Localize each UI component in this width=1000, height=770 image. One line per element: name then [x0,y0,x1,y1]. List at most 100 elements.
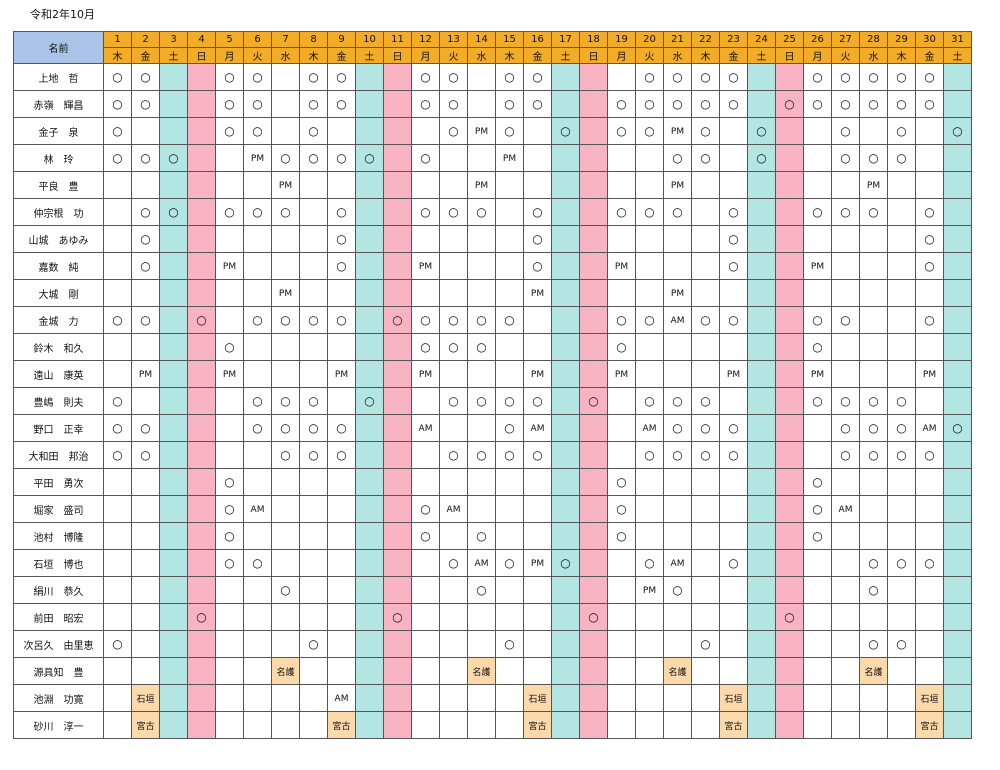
schedule-cell[interactable]: ○ [327,441,356,469]
schedule-cell[interactable] [131,468,160,496]
schedule-cell[interactable]: ○ [131,414,160,442]
schedule-cell[interactable] [243,225,272,253]
schedule-cell[interactable]: ○ [551,117,580,145]
schedule-cell[interactable] [579,684,608,712]
schedule-cell[interactable] [215,387,244,415]
schedule-cell[interactable] [803,144,832,172]
schedule-cell[interactable]: AM [915,414,944,442]
schedule-cell[interactable] [691,603,720,631]
schedule-cell[interactable] [131,576,160,604]
schedule-cell[interactable] [355,333,384,361]
schedule-cell[interactable] [383,495,412,523]
schedule-cell[interactable] [831,549,860,577]
schedule-cell[interactable]: ○ [523,225,552,253]
schedule-cell[interactable]: PM [635,576,664,604]
schedule-cell[interactable] [131,522,160,550]
schedule-cell[interactable]: ○ [439,549,468,577]
schedule-cell[interactable] [775,225,804,253]
schedule-cell[interactable] [159,657,188,685]
schedule-cell[interactable]: ○ [803,333,832,361]
schedule-cell[interactable] [187,468,216,496]
schedule-cell[interactable] [579,333,608,361]
schedule-cell[interactable]: ○ [467,333,496,361]
schedule-cell[interactable]: ○ [299,90,328,118]
schedule-cell[interactable] [915,171,944,199]
schedule-cell[interactable]: ○ [215,522,244,550]
schedule-cell[interactable] [663,333,692,361]
schedule-cell[interactable] [271,630,300,658]
schedule-cell[interactable]: ○ [215,468,244,496]
schedule-cell[interactable] [831,684,860,712]
schedule-cell[interactable] [383,441,412,469]
schedule-cell[interactable] [719,279,748,307]
schedule-cell[interactable] [831,279,860,307]
schedule-cell[interactable]: PM [411,360,440,388]
schedule-cell[interactable] [159,630,188,658]
schedule-cell[interactable]: 石垣 [719,684,748,712]
schedule-cell[interactable] [803,414,832,442]
schedule-cell[interactable] [775,63,804,91]
schedule-cell[interactable] [831,225,860,253]
schedule-cell[interactable] [943,198,972,226]
schedule-cell[interactable]: ○ [327,63,356,91]
schedule-cell[interactable]: ○ [831,117,860,145]
schedule-cell[interactable] [439,360,468,388]
schedule-cell[interactable] [579,306,608,334]
schedule-cell[interactable] [131,603,160,631]
schedule-cell[interactable] [159,360,188,388]
schedule-cell[interactable] [943,252,972,280]
schedule-cell[interactable] [691,711,720,739]
schedule-cell[interactable]: ○ [803,63,832,91]
schedule-cell[interactable] [523,603,552,631]
schedule-cell[interactable]: ○ [831,144,860,172]
schedule-cell[interactable] [663,495,692,523]
schedule-cell[interactable] [719,387,748,415]
schedule-cell[interactable] [103,225,132,253]
schedule-cell[interactable] [243,252,272,280]
schedule-cell[interactable] [299,333,328,361]
schedule-cell[interactable] [383,333,412,361]
schedule-cell[interactable] [103,252,132,280]
schedule-cell[interactable]: ○ [495,549,524,577]
schedule-cell[interactable]: ○ [663,63,692,91]
schedule-cell[interactable] [215,441,244,469]
schedule-cell[interactable]: ○ [915,549,944,577]
schedule-cell[interactable] [215,711,244,739]
schedule-cell[interactable]: ○ [327,144,356,172]
schedule-cell[interactable] [663,522,692,550]
schedule-cell[interactable] [747,630,776,658]
schedule-cell[interactable]: AM [831,495,860,523]
schedule-cell[interactable] [187,360,216,388]
schedule-cell[interactable] [523,117,552,145]
schedule-cell[interactable] [635,144,664,172]
schedule-cell[interactable]: ○ [663,414,692,442]
schedule-cell[interactable] [775,387,804,415]
schedule-cell[interactable] [439,522,468,550]
schedule-cell[interactable] [103,711,132,739]
schedule-cell[interactable]: ○ [383,306,412,334]
schedule-cell[interactable] [943,522,972,550]
schedule-cell[interactable] [943,171,972,199]
schedule-cell[interactable] [383,225,412,253]
schedule-cell[interactable] [775,468,804,496]
schedule-cell[interactable] [859,252,888,280]
schedule-cell[interactable] [943,306,972,334]
schedule-cell[interactable]: ○ [299,144,328,172]
schedule-cell[interactable] [383,117,412,145]
schedule-cell[interactable]: ○ [243,198,272,226]
schedule-cell[interactable]: ○ [663,441,692,469]
schedule-cell[interactable] [271,117,300,145]
schedule-cell[interactable]: 石垣 [523,684,552,712]
schedule-cell[interactable]: ○ [831,63,860,91]
schedule-cell[interactable] [187,279,216,307]
schedule-cell[interactable] [383,630,412,658]
schedule-cell[interactable] [103,549,132,577]
schedule-cell[interactable] [327,171,356,199]
schedule-cell[interactable]: ○ [271,198,300,226]
schedule-cell[interactable] [943,387,972,415]
schedule-cell[interactable] [887,360,916,388]
schedule-cell[interactable] [915,387,944,415]
schedule-cell[interactable] [691,522,720,550]
schedule-cell[interactable] [635,360,664,388]
schedule-cell[interactable] [187,198,216,226]
